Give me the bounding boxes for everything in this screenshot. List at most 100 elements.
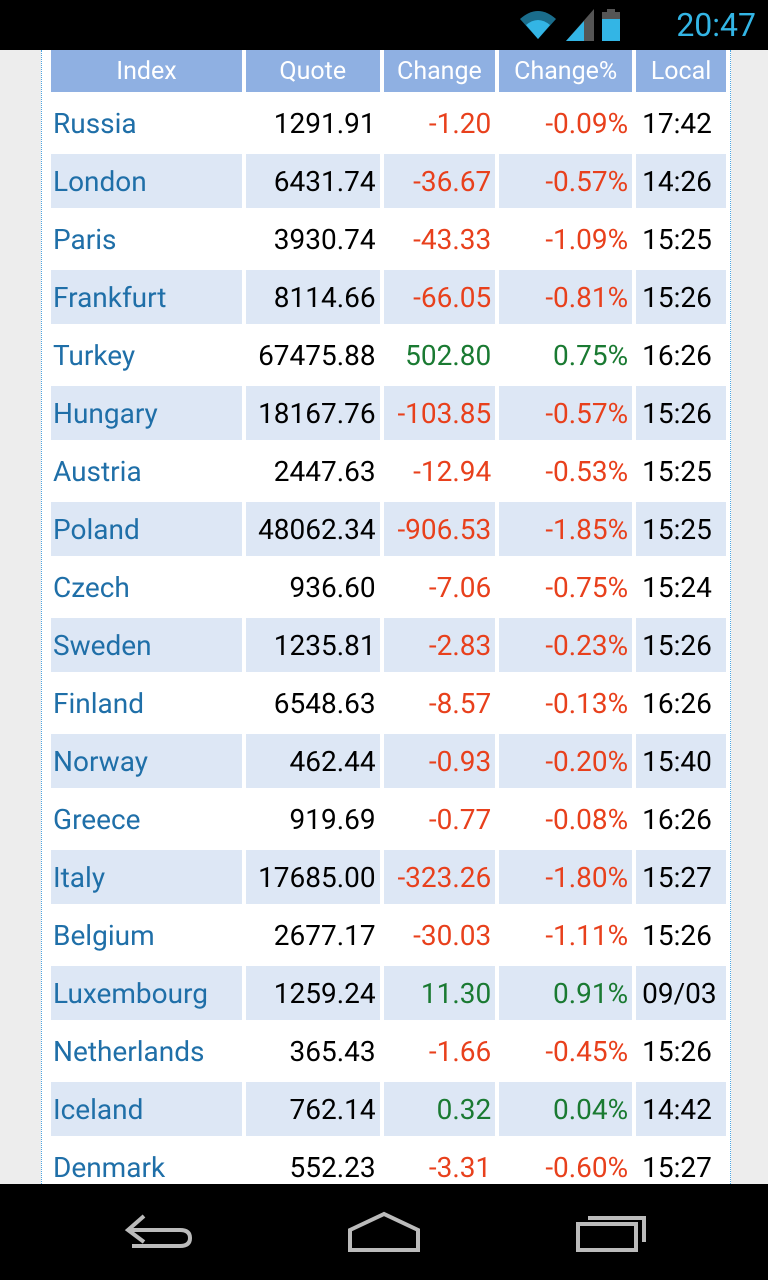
change-cell: -906.53 bbox=[383, 502, 496, 556]
quote-cell: 936.60 bbox=[245, 560, 380, 614]
table-row[interactable]: Hungary 18167.76 -103.85 -0.57% 15:26 bbox=[51, 386, 726, 440]
quote-cell: 8114.66 bbox=[245, 270, 380, 324]
index-name-cell: Finland bbox=[51, 676, 242, 730]
quote-cell: 6431.74 bbox=[245, 154, 380, 208]
index-name-cell: Poland bbox=[51, 502, 242, 556]
change-pct-cell: -0.81% bbox=[499, 270, 633, 324]
index-name-cell: Turkey bbox=[51, 328, 242, 382]
back-icon[interactable] bbox=[110, 1204, 210, 1260]
change-pct-cell: -0.13% bbox=[499, 676, 633, 730]
header-change-pct[interactable]: Change% bbox=[499, 50, 633, 92]
change-cell: -36.67 bbox=[383, 154, 496, 208]
local-time-cell: 14:26 bbox=[636, 154, 726, 208]
table-row[interactable]: Iceland 762.14 0.32 0.04% 14:42 bbox=[51, 1082, 726, 1136]
change-cell: -0.93 bbox=[383, 734, 496, 788]
index-name-cell: Norway bbox=[51, 734, 242, 788]
battery-icon bbox=[602, 9, 620, 41]
header-local[interactable]: Local bbox=[636, 50, 726, 92]
change-cell: -43.33 bbox=[383, 212, 496, 266]
local-time-cell: 15:25 bbox=[636, 444, 726, 498]
index-name-cell: Sweden bbox=[51, 618, 242, 672]
change-cell: -1.20 bbox=[383, 96, 496, 150]
local-time-cell: 15:25 bbox=[636, 502, 726, 556]
quote-cell: 48062.34 bbox=[245, 502, 380, 556]
table-row[interactable]: Finland 6548.63 -8.57 -0.13% 16:26 bbox=[51, 676, 726, 730]
change-cell: -2.83 bbox=[383, 618, 496, 672]
local-time-cell: 15:27 bbox=[636, 1140, 726, 1184]
quote-cell: 365.43 bbox=[245, 1024, 380, 1078]
header-index[interactable]: Index bbox=[51, 50, 242, 92]
table-row[interactable]: Frankfurt 8114.66 -66.05 -0.81% 15:26 bbox=[51, 270, 726, 324]
quotes-panel: Index Quote Change Change% Local Russia 1… bbox=[41, 50, 731, 1184]
change-pct-cell: -0.08% bbox=[499, 792, 633, 846]
table-row[interactable]: Czech 936.60 -7.06 -0.75% 15:24 bbox=[51, 560, 726, 614]
table-row[interactable]: Turkey 67475.88 502.80 0.75% 16:26 bbox=[51, 328, 726, 382]
change-pct-cell: -0.57% bbox=[499, 154, 633, 208]
index-name-cell: Paris bbox=[51, 212, 242, 266]
quote-cell: 3930.74 bbox=[245, 212, 380, 266]
change-cell: 502.80 bbox=[383, 328, 496, 382]
change-cell: -0.77 bbox=[383, 792, 496, 846]
quote-cell: 6548.63 bbox=[245, 676, 380, 730]
index-name-cell: London bbox=[51, 154, 242, 208]
recent-apps-icon[interactable] bbox=[560, 1204, 660, 1260]
change-pct-cell: -1.09% bbox=[499, 212, 633, 266]
quote-cell: 462.44 bbox=[245, 734, 380, 788]
change-cell: -30.03 bbox=[383, 908, 496, 962]
navigation-bar bbox=[0, 1184, 768, 1280]
header-change[interactable]: Change bbox=[383, 50, 496, 92]
header-quote[interactable]: Quote bbox=[245, 50, 380, 92]
quote-cell: 67475.88 bbox=[245, 328, 380, 382]
table-row[interactable]: Belgium 2677.17 -30.03 -1.11% 15:26 bbox=[51, 908, 726, 962]
quote-cell: 2447.63 bbox=[245, 444, 380, 498]
local-time-cell: 16:26 bbox=[636, 676, 726, 730]
index-name-cell: Italy bbox=[51, 850, 242, 904]
local-time-cell: 15:27 bbox=[636, 850, 726, 904]
local-time-cell: 15:26 bbox=[636, 1024, 726, 1078]
table-row[interactable]: Poland 48062.34 -906.53 -1.85% 15:25 bbox=[51, 502, 726, 556]
table-row[interactable]: Netherlands 365.43 -1.66 -0.45% 15:26 bbox=[51, 1024, 726, 1078]
table-row[interactable]: Denmark 552.23 -3.31 -0.60% 15:27 bbox=[51, 1140, 726, 1184]
status-icons bbox=[518, 9, 620, 41]
signal-icon bbox=[566, 9, 594, 41]
index-name-cell: Greece bbox=[51, 792, 242, 846]
change-pct-cell: -0.75% bbox=[499, 560, 633, 614]
table-row[interactable]: Italy 17685.00 -323.26 -1.80% 15:27 bbox=[51, 850, 726, 904]
change-cell: -103.85 bbox=[383, 386, 496, 440]
change-pct-cell: -1.11% bbox=[499, 908, 633, 962]
change-pct-cell: -0.09% bbox=[499, 96, 633, 150]
content-area: Index Quote Change Change% Local Russia 1… bbox=[0, 50, 768, 1184]
quote-cell: 17685.00 bbox=[245, 850, 380, 904]
change-pct-cell: -1.80% bbox=[499, 850, 633, 904]
change-pct-cell: -0.53% bbox=[499, 444, 633, 498]
table-row[interactable]: Paris 3930.74 -43.33 -1.09% 15:25 bbox=[51, 212, 726, 266]
change-cell: -66.05 bbox=[383, 270, 496, 324]
quote-cell: 2677.17 bbox=[245, 908, 380, 962]
table-row[interactable]: Sweden 1235.81 -2.83 -0.23% 15:26 bbox=[51, 618, 726, 672]
quote-cell: 552.23 bbox=[245, 1140, 380, 1184]
table-row[interactable]: Greece 919.69 -0.77 -0.08% 16:26 bbox=[51, 792, 726, 846]
change-pct-cell: -1.85% bbox=[499, 502, 633, 556]
local-time-cell: 09/03 bbox=[636, 966, 726, 1020]
table-row[interactable]: Austria 2447.63 -12.94 -0.53% 15:25 bbox=[51, 444, 726, 498]
table-row[interactable]: London 6431.74 -36.67 -0.57% 14:26 bbox=[51, 154, 726, 208]
change-cell: -12.94 bbox=[383, 444, 496, 498]
table-row[interactable]: Norway 462.44 -0.93 -0.20% 15:40 bbox=[51, 734, 726, 788]
local-time-cell: 16:26 bbox=[636, 328, 726, 382]
change-cell: -8.57 bbox=[383, 676, 496, 730]
index-name-cell: Austria bbox=[51, 444, 242, 498]
index-name-cell: Belgium bbox=[51, 908, 242, 962]
table-row[interactable]: Luxembourg 1259.24 11.30 0.91% 09/03 bbox=[51, 966, 726, 1020]
quote-cell: 1291.91 bbox=[245, 96, 380, 150]
change-cell: -1.66 bbox=[383, 1024, 496, 1078]
local-time-cell: 15:25 bbox=[636, 212, 726, 266]
change-pct-cell: -0.60% bbox=[499, 1140, 633, 1184]
home-icon[interactable] bbox=[334, 1204, 434, 1260]
table-header-row: Index Quote Change Change% Local bbox=[51, 50, 726, 92]
local-time-cell: 16:26 bbox=[636, 792, 726, 846]
quote-cell: 18167.76 bbox=[245, 386, 380, 440]
clock: 20:47 bbox=[676, 6, 756, 44]
change-cell: 11.30 bbox=[383, 966, 496, 1020]
local-time-cell: 15:26 bbox=[636, 618, 726, 672]
table-row[interactable]: Russia 1291.91 -1.20 -0.09% 17:42 bbox=[51, 96, 726, 150]
